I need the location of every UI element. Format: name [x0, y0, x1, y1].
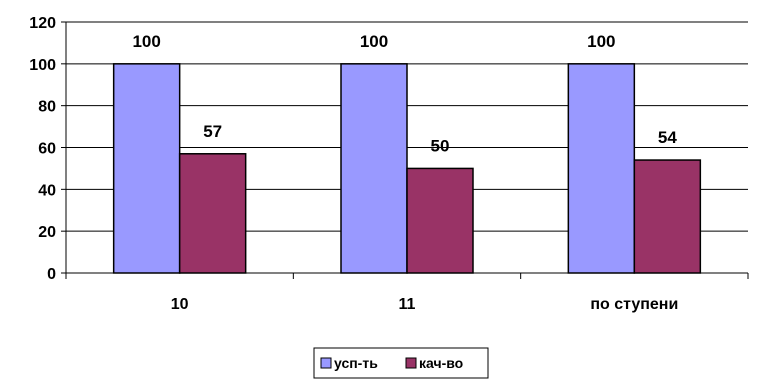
- legend: усп-ть кач-во: [313, 347, 489, 379]
- bar-value-label: 100: [360, 32, 388, 51]
- legend-label: кач-во: [419, 355, 463, 371]
- bar-kachestvo: [406, 167, 474, 274]
- bar-uspevaemost: [340, 63, 408, 274]
- bars: [112, 63, 702, 274]
- data-labels: 100 57 100 50 100 54: [132, 32, 677, 156]
- x-category-label: по ступени: [590, 296, 678, 313]
- legend-swatch: [320, 357, 332, 369]
- y-tick-label: 20: [38, 224, 56, 241]
- bar-kachestvo: [178, 153, 247, 274]
- bar-value-label: 54: [658, 128, 677, 147]
- bar-value-label: 50: [431, 136, 450, 155]
- bar-uspevaemost: [112, 63, 181, 274]
- legend-swatch: [405, 357, 417, 369]
- legend-box: [313, 347, 489, 379]
- bar-value-label: 57: [203, 122, 222, 141]
- bar-kachestvo: [633, 159, 702, 274]
- bar-value-label: 100: [587, 32, 615, 51]
- x-category-label: 10: [171, 296, 189, 313]
- y-tick-label: 0: [47, 266, 56, 283]
- bar-value-label: 100: [132, 32, 160, 51]
- bar-uspevaemost: [567, 63, 636, 274]
- x-category-label: 11: [399, 296, 416, 313]
- y-tick-label: 120: [29, 15, 56, 32]
- y-tick-label: 40: [38, 182, 56, 199]
- legend-label: усп-ть: [334, 355, 378, 371]
- y-tick-label: 100: [29, 57, 56, 74]
- y-tick-label: 80: [38, 99, 56, 116]
- y-tick-label: 60: [38, 141, 56, 158]
